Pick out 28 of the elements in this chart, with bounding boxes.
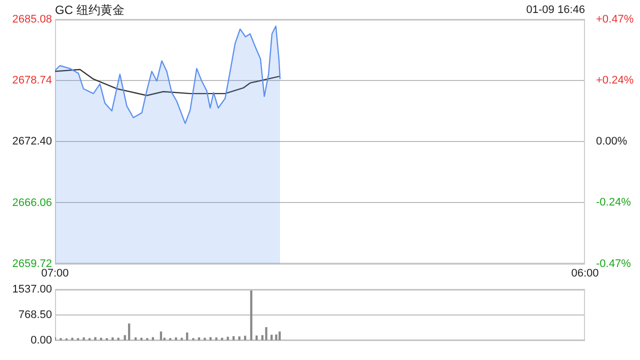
bar [250, 290, 252, 340]
y-tick-label: 2672.40 [12, 136, 52, 148]
text: 01-09 16:46 [526, 4, 585, 16]
y-tick-label: 1537.00 [12, 284, 52, 296]
y-tick-label: 2685.08 [12, 14, 52, 26]
bar [215, 337, 218, 340]
y2-tick-label: +0.24% [596, 74, 634, 87]
bar [94, 337, 96, 340]
y-tick-label: 2666.06 [12, 196, 52, 209]
bar [82, 337, 85, 340]
bar [124, 335, 126, 340]
y-tick-label: 0.00 [30, 334, 52, 346]
bar [128, 324, 130, 340]
chart-title: GC 纽约黄金 [55, 2, 124, 19]
y-tick-label: 2678.74 [12, 74, 52, 87]
x-tick-label: 06:00 [571, 267, 599, 280]
y2-tick-label: +0.47% [596, 14, 634, 26]
y-tick-label: 2659.72 [12, 258, 52, 270]
y2-tick-label: -0.24% [596, 196, 632, 209]
y2-tick-label: 0.00% [596, 136, 628, 148]
y2-tick-label: -0.47% [596, 258, 632, 270]
x-tick-label: 07:00 [41, 267, 69, 280]
bar [204, 338, 206, 340]
y-tick-label: 768.50 [18, 309, 52, 322]
bar [226, 336, 229, 340]
bar [180, 338, 183, 340]
bar [186, 332, 188, 340]
bar [71, 338, 74, 340]
